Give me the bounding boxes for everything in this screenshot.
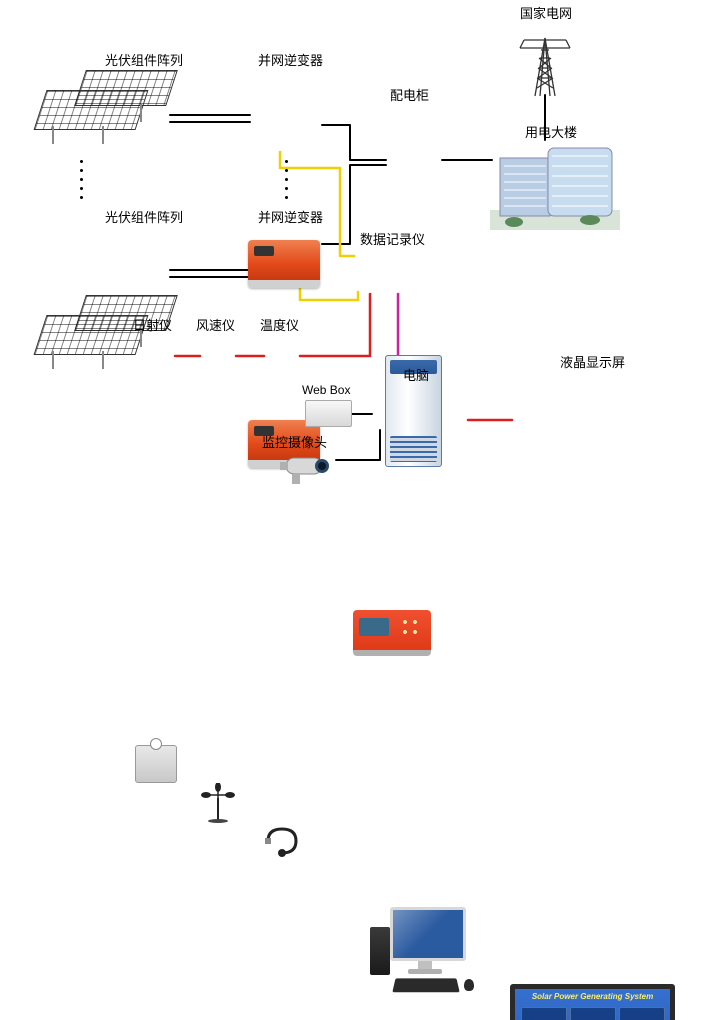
pyranometer-label: 日射仪 xyxy=(133,315,172,334)
camera-label: 监控摄像头 xyxy=(262,432,327,451)
inverter-1 xyxy=(248,240,328,295)
logger-label: 数据记录仪 xyxy=(360,229,425,248)
building xyxy=(490,140,620,230)
solar-array-1 xyxy=(12,70,167,140)
pyranometer xyxy=(135,745,175,785)
lcd-label: 液晶显示屏 xyxy=(560,352,625,371)
wire-camera-computer xyxy=(336,430,380,460)
lcd-screen-title: Solar Power Generating System xyxy=(515,992,670,1001)
building-label: 用电大楼 xyxy=(525,122,577,141)
data-logger xyxy=(353,610,433,660)
web-box xyxy=(305,400,352,427)
solar-array-2-label: 光伏组件阵列 xyxy=(105,207,183,226)
ellipsis-solar xyxy=(80,160,83,199)
wire-inv1-cabinet xyxy=(322,125,386,160)
anemometer-label: 风速仪 xyxy=(196,315,235,334)
computer-label: 电脑 xyxy=(403,365,429,384)
wire-temp-logger xyxy=(300,294,370,356)
webbox-label: Web Box xyxy=(302,383,350,397)
solar-array-1-label: 光伏组件阵列 xyxy=(105,50,183,69)
computer xyxy=(370,907,470,997)
lcd-display: Solar Power Generating System xyxy=(510,984,675,1020)
ellipsis-inverter xyxy=(285,160,288,199)
surveillance-camera xyxy=(278,450,338,485)
temperature-sensor xyxy=(262,821,302,857)
inverter-2-label: 并网逆变器 xyxy=(258,207,323,226)
power-tower xyxy=(510,18,580,98)
temperature-label: 温度仪 xyxy=(260,315,299,334)
cabinet-label: 配电柜 xyxy=(390,85,429,104)
inverter-1-label: 并网逆变器 xyxy=(258,50,323,69)
anemometer xyxy=(198,783,238,819)
